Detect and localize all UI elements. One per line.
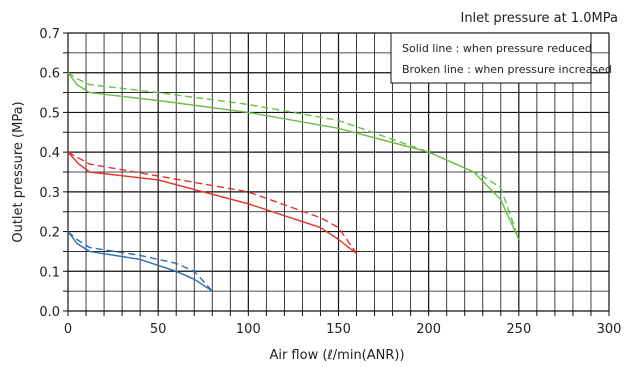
x-axis-title: Air flow (ℓ/min(ANR)) (269, 348, 404, 363)
x-tick-label: 100 (236, 322, 261, 337)
y-tick-label: 0.6 (39, 67, 60, 82)
x-tick-label: 0 (64, 322, 72, 337)
series-line-red-solid (67, 151, 357, 254)
x-tick-label: 300 (597, 322, 622, 337)
series-line-blue-dashed (67, 231, 213, 292)
legend-box: Solid line : when pressure reduced Broke… (390, 32, 612, 84)
y-tick-label: 0.5 (39, 106, 60, 121)
y-tick-label: 0.4 (39, 146, 60, 161)
series-line-red-dashed (67, 151, 358, 254)
legend-entry-solid: Solid line : when pressure reduced (402, 42, 592, 55)
series-line-green-solid (67, 72, 520, 240)
y-tick-label: 0.3 (39, 186, 60, 201)
y-tick-label: 0.1 (39, 265, 60, 280)
series-line-blue-solid (67, 231, 213, 292)
tick-labels: 0 50 100 150 200 250 300 0.0 0.1 0.2 0.3 0.4 0.5 0.6 0… (39, 27, 621, 337)
y-tick-label: 0.0 (39, 305, 60, 320)
y-axis-title: Outlet pressure (MPa) (11, 101, 26, 242)
series-lines (67, 72, 520, 292)
x-tick-label: 200 (416, 322, 441, 337)
x-tick-label: 250 (506, 322, 531, 337)
y-tick-label: 0.7 (39, 27, 60, 42)
x-tick-label: 50 (150, 322, 167, 337)
chart-title: Inlet pressure at 1.0MPa (460, 11, 618, 26)
legend-entry-broken: Broken line : when pressure increased (402, 63, 612, 76)
y-tick-label: 0.2 (39, 226, 60, 241)
x-tick-label: 150 (326, 322, 351, 337)
series-line-green-dashed (67, 72, 520, 240)
